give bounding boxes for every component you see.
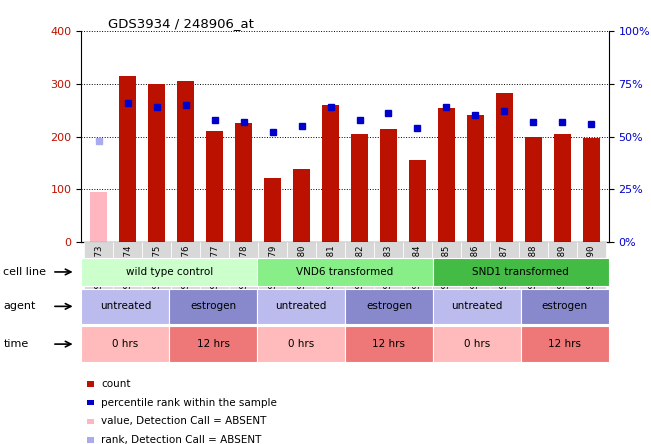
Text: GSM517078: GSM517078 — [239, 245, 248, 293]
Text: 12 hrs: 12 hrs — [197, 339, 230, 349]
Bar — [345, 242, 374, 300]
Bar — [345, 242, 374, 300]
Text: agent: agent — [3, 301, 36, 311]
Bar — [519, 242, 548, 300]
Bar — [374, 242, 403, 300]
Text: GSM517088: GSM517088 — [529, 245, 538, 293]
Bar — [235, 123, 253, 242]
Text: SND1 transformed: SND1 transformed — [473, 267, 569, 277]
Bar — [432, 242, 461, 300]
Bar — [229, 242, 258, 300]
Bar — [403, 242, 432, 300]
Bar — [200, 242, 229, 300]
Bar — [293, 169, 311, 242]
Bar — [142, 242, 171, 300]
Text: 0 hrs: 0 hrs — [288, 339, 314, 349]
Text: GSM517076: GSM517076 — [181, 245, 190, 293]
Text: count: count — [101, 379, 130, 389]
Text: GSM517089: GSM517089 — [558, 245, 567, 293]
Text: 12 hrs: 12 hrs — [548, 339, 581, 349]
Bar — [287, 242, 316, 300]
Text: GSM517086: GSM517086 — [471, 245, 480, 293]
Bar — [577, 242, 606, 300]
Bar — [380, 129, 397, 242]
Text: GSM517084: GSM517084 — [413, 245, 422, 293]
Text: GSM517080: GSM517080 — [297, 245, 306, 293]
Bar — [177, 81, 195, 242]
Bar — [461, 242, 490, 300]
Bar — [548, 242, 577, 300]
Bar — [84, 242, 113, 300]
Text: untreated: untreated — [275, 301, 327, 311]
Text: GSM517083: GSM517083 — [384, 245, 393, 293]
Text: estrogen: estrogen — [366, 301, 412, 311]
Bar — [316, 242, 345, 300]
Text: GSM517090: GSM517090 — [587, 245, 596, 293]
Bar — [316, 242, 345, 300]
Bar — [148, 84, 165, 242]
Bar — [90, 192, 107, 242]
Text: VND6 transformed: VND6 transformed — [296, 267, 394, 277]
Bar — [490, 242, 519, 300]
Bar — [229, 242, 258, 300]
Text: GSM517081: GSM517081 — [326, 245, 335, 293]
Text: GSM517079: GSM517079 — [268, 245, 277, 293]
Bar — [351, 134, 368, 242]
Bar — [461, 242, 490, 300]
Text: GSM517077: GSM517077 — [210, 245, 219, 293]
Bar — [577, 242, 606, 300]
Bar — [490, 242, 519, 300]
Text: percentile rank within the sample: percentile rank within the sample — [101, 398, 277, 408]
Bar — [171, 242, 200, 300]
Bar — [258, 242, 287, 300]
Text: untreated: untreated — [451, 301, 503, 311]
Bar — [119, 76, 137, 242]
Text: value, Detection Call = ABSENT: value, Detection Call = ABSENT — [101, 416, 266, 426]
Bar — [171, 242, 200, 300]
Text: rank, Detection Call = ABSENT: rank, Detection Call = ABSENT — [101, 435, 261, 444]
Bar — [432, 242, 461, 300]
Bar — [142, 242, 171, 300]
Bar — [84, 242, 113, 300]
Text: GSM517073: GSM517073 — [94, 245, 104, 293]
Text: GSM517085: GSM517085 — [442, 245, 451, 293]
Text: 0 hrs: 0 hrs — [464, 339, 490, 349]
Bar — [583, 138, 600, 242]
Bar — [403, 242, 432, 300]
Bar — [200, 242, 229, 300]
Text: GDS3934 / 248906_at: GDS3934 / 248906_at — [108, 17, 254, 30]
Bar — [113, 242, 142, 300]
Text: GSM517087: GSM517087 — [500, 245, 509, 293]
Bar — [437, 107, 455, 242]
Bar — [322, 105, 339, 242]
Text: time: time — [3, 339, 29, 349]
Bar — [495, 93, 513, 242]
Bar — [113, 242, 142, 300]
Text: GSM517082: GSM517082 — [355, 245, 364, 293]
Bar — [374, 242, 403, 300]
Text: 0 hrs: 0 hrs — [112, 339, 139, 349]
Text: GSM517074: GSM517074 — [123, 245, 132, 293]
Bar — [519, 242, 548, 300]
Bar — [467, 115, 484, 242]
Text: cell line: cell line — [3, 267, 46, 277]
Bar — [264, 178, 281, 242]
Bar — [525, 137, 542, 242]
Text: untreated: untreated — [100, 301, 151, 311]
Text: estrogen: estrogen — [190, 301, 236, 311]
Text: wild type control: wild type control — [126, 267, 213, 277]
Text: estrogen: estrogen — [542, 301, 588, 311]
Bar — [258, 242, 287, 300]
Bar — [206, 131, 223, 242]
Bar — [553, 134, 571, 242]
Bar — [287, 242, 316, 300]
Bar — [548, 242, 577, 300]
Bar — [409, 160, 426, 242]
Text: GSM517075: GSM517075 — [152, 245, 161, 293]
Text: 12 hrs: 12 hrs — [372, 339, 406, 349]
